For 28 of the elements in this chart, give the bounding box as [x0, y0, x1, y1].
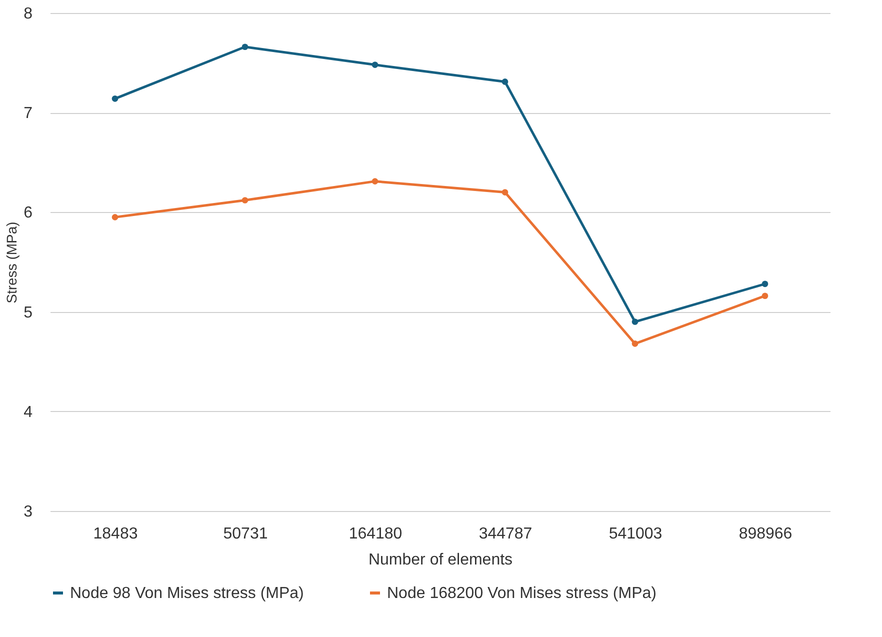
x-axis-title: Number of elements	[368, 552, 513, 568]
x-tick-label: 164180	[348, 526, 402, 542]
y-tick-label: 4	[24, 404, 33, 421]
point	[502, 78, 508, 85]
point	[242, 197, 248, 204]
y-tick-label: 7	[24, 105, 33, 122]
point	[502, 189, 508, 196]
point	[762, 292, 768, 300]
point	[372, 178, 378, 184]
point	[762, 280, 768, 288]
x-tick-label: 541003	[608, 526, 662, 542]
point	[632, 340, 638, 347]
x-tick-label: 18483	[93, 526, 138, 542]
y-tick-label: 6	[24, 204, 33, 222]
y-tick-label: 8	[24, 6, 33, 22]
point	[632, 318, 638, 325]
point	[242, 44, 248, 50]
y-tick-label: 3	[24, 504, 33, 520]
point	[112, 96, 118, 102]
point	[112, 214, 118, 220]
x-tick-label: 50731	[223, 526, 268, 542]
y-tick-label: 5	[24, 304, 33, 322]
x-tick-label: 898966	[738, 526, 792, 542]
legend-label: Node 168200 Von Mises stress (MPa)	[387, 585, 656, 602]
point	[372, 62, 378, 68]
legend-label: Node 98 Von Mises stress (MPa)	[70, 585, 304, 602]
y-axis-title: Stress (MPa)	[4, 222, 20, 304]
x-tick-label: 344787	[478, 526, 532, 542]
